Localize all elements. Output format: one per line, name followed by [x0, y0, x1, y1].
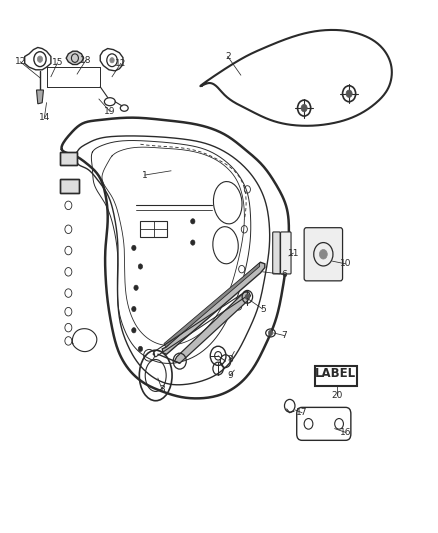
Circle shape [138, 264, 143, 269]
Polygon shape [174, 292, 251, 364]
Polygon shape [162, 262, 265, 354]
Circle shape [132, 245, 136, 251]
Text: 16: 16 [340, 428, 351, 437]
Polygon shape [60, 152, 77, 165]
Circle shape [37, 56, 42, 62]
Text: 2: 2 [225, 52, 230, 61]
Polygon shape [60, 179, 79, 193]
Text: LABEL: LABEL [315, 367, 357, 380]
Circle shape [245, 294, 250, 300]
Text: 11: 11 [287, 249, 299, 258]
FancyBboxPatch shape [304, 228, 343, 281]
Text: 3: 3 [159, 385, 165, 394]
FancyBboxPatch shape [281, 232, 291, 274]
Text: 8: 8 [227, 355, 233, 364]
Circle shape [132, 306, 136, 312]
Polygon shape [66, 51, 84, 64]
Text: 15: 15 [52, 59, 63, 67]
Circle shape [268, 330, 273, 336]
Text: 7: 7 [282, 331, 287, 340]
Circle shape [132, 328, 136, 333]
Circle shape [346, 90, 352, 98]
Text: 5: 5 [260, 304, 265, 313]
Text: 6: 6 [282, 270, 287, 279]
Text: 20: 20 [331, 391, 343, 400]
Text: 1: 1 [142, 171, 148, 180]
Text: 14: 14 [39, 113, 50, 122]
Text: 17: 17 [296, 408, 308, 417]
Text: 19: 19 [104, 107, 116, 116]
Polygon shape [164, 263, 260, 348]
Circle shape [191, 219, 195, 224]
Circle shape [134, 285, 138, 290]
Text: 12: 12 [115, 59, 127, 68]
FancyBboxPatch shape [273, 232, 280, 274]
Circle shape [319, 249, 327, 259]
Polygon shape [36, 90, 43, 104]
Text: 9: 9 [227, 371, 233, 380]
Circle shape [301, 104, 307, 112]
Text: 12: 12 [14, 58, 26, 66]
Text: 10: 10 [340, 260, 351, 268]
Text: 18: 18 [80, 56, 92, 64]
FancyBboxPatch shape [315, 366, 357, 386]
Circle shape [138, 346, 143, 352]
Circle shape [191, 240, 195, 245]
Circle shape [110, 58, 114, 63]
